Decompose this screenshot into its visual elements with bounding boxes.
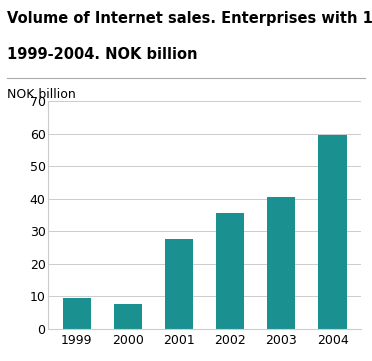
Bar — [165, 239, 193, 329]
Bar — [216, 213, 244, 329]
Bar — [267, 197, 295, 329]
Text: NOK billion: NOK billion — [7, 88, 76, 101]
Bar — [62, 297, 91, 329]
Text: Volume of Internet sales. Enterprises with 10+ employees.: Volume of Internet sales. Enterprises wi… — [7, 11, 372, 26]
Bar — [318, 135, 347, 329]
Text: 1999-2004. NOK billion: 1999-2004. NOK billion — [7, 47, 198, 62]
Bar — [114, 304, 142, 329]
